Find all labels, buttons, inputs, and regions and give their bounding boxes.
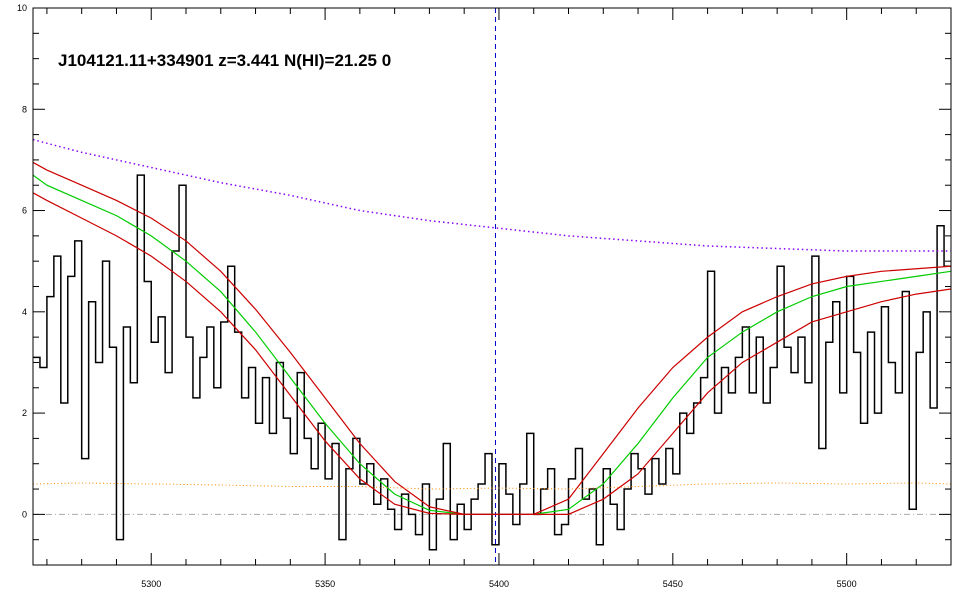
flux-histogram [33, 174, 951, 551]
x-tick-label: 5500 [837, 579, 857, 589]
fit-lower-bound-curve [33, 192, 951, 515]
plot-area [33, 8, 951, 565]
continuum-curve [33, 138, 951, 252]
y-tick-label: 4 [22, 307, 27, 317]
x-tick-label: 5400 [489, 579, 509, 589]
y-tick-label: 10 [17, 3, 27, 13]
y-tick-label: 0 [22, 509, 27, 519]
error-curve [33, 482, 951, 490]
x-tick-label: 5450 [663, 579, 683, 589]
x-tick-label: 5350 [315, 579, 335, 589]
x-tick-label: 5300 [141, 579, 161, 589]
axes: 5300 5350 5400 5450 5500 0 2 4 6 8 10 [17, 3, 952, 589]
chart-title: J104121.11+334901 z=3.441 N(HI)=21.25 0 [58, 51, 391, 70]
y-tick-label: 6 [22, 206, 27, 216]
y-tick-label: 8 [22, 104, 27, 114]
y-tick-label: 2 [22, 408, 27, 418]
